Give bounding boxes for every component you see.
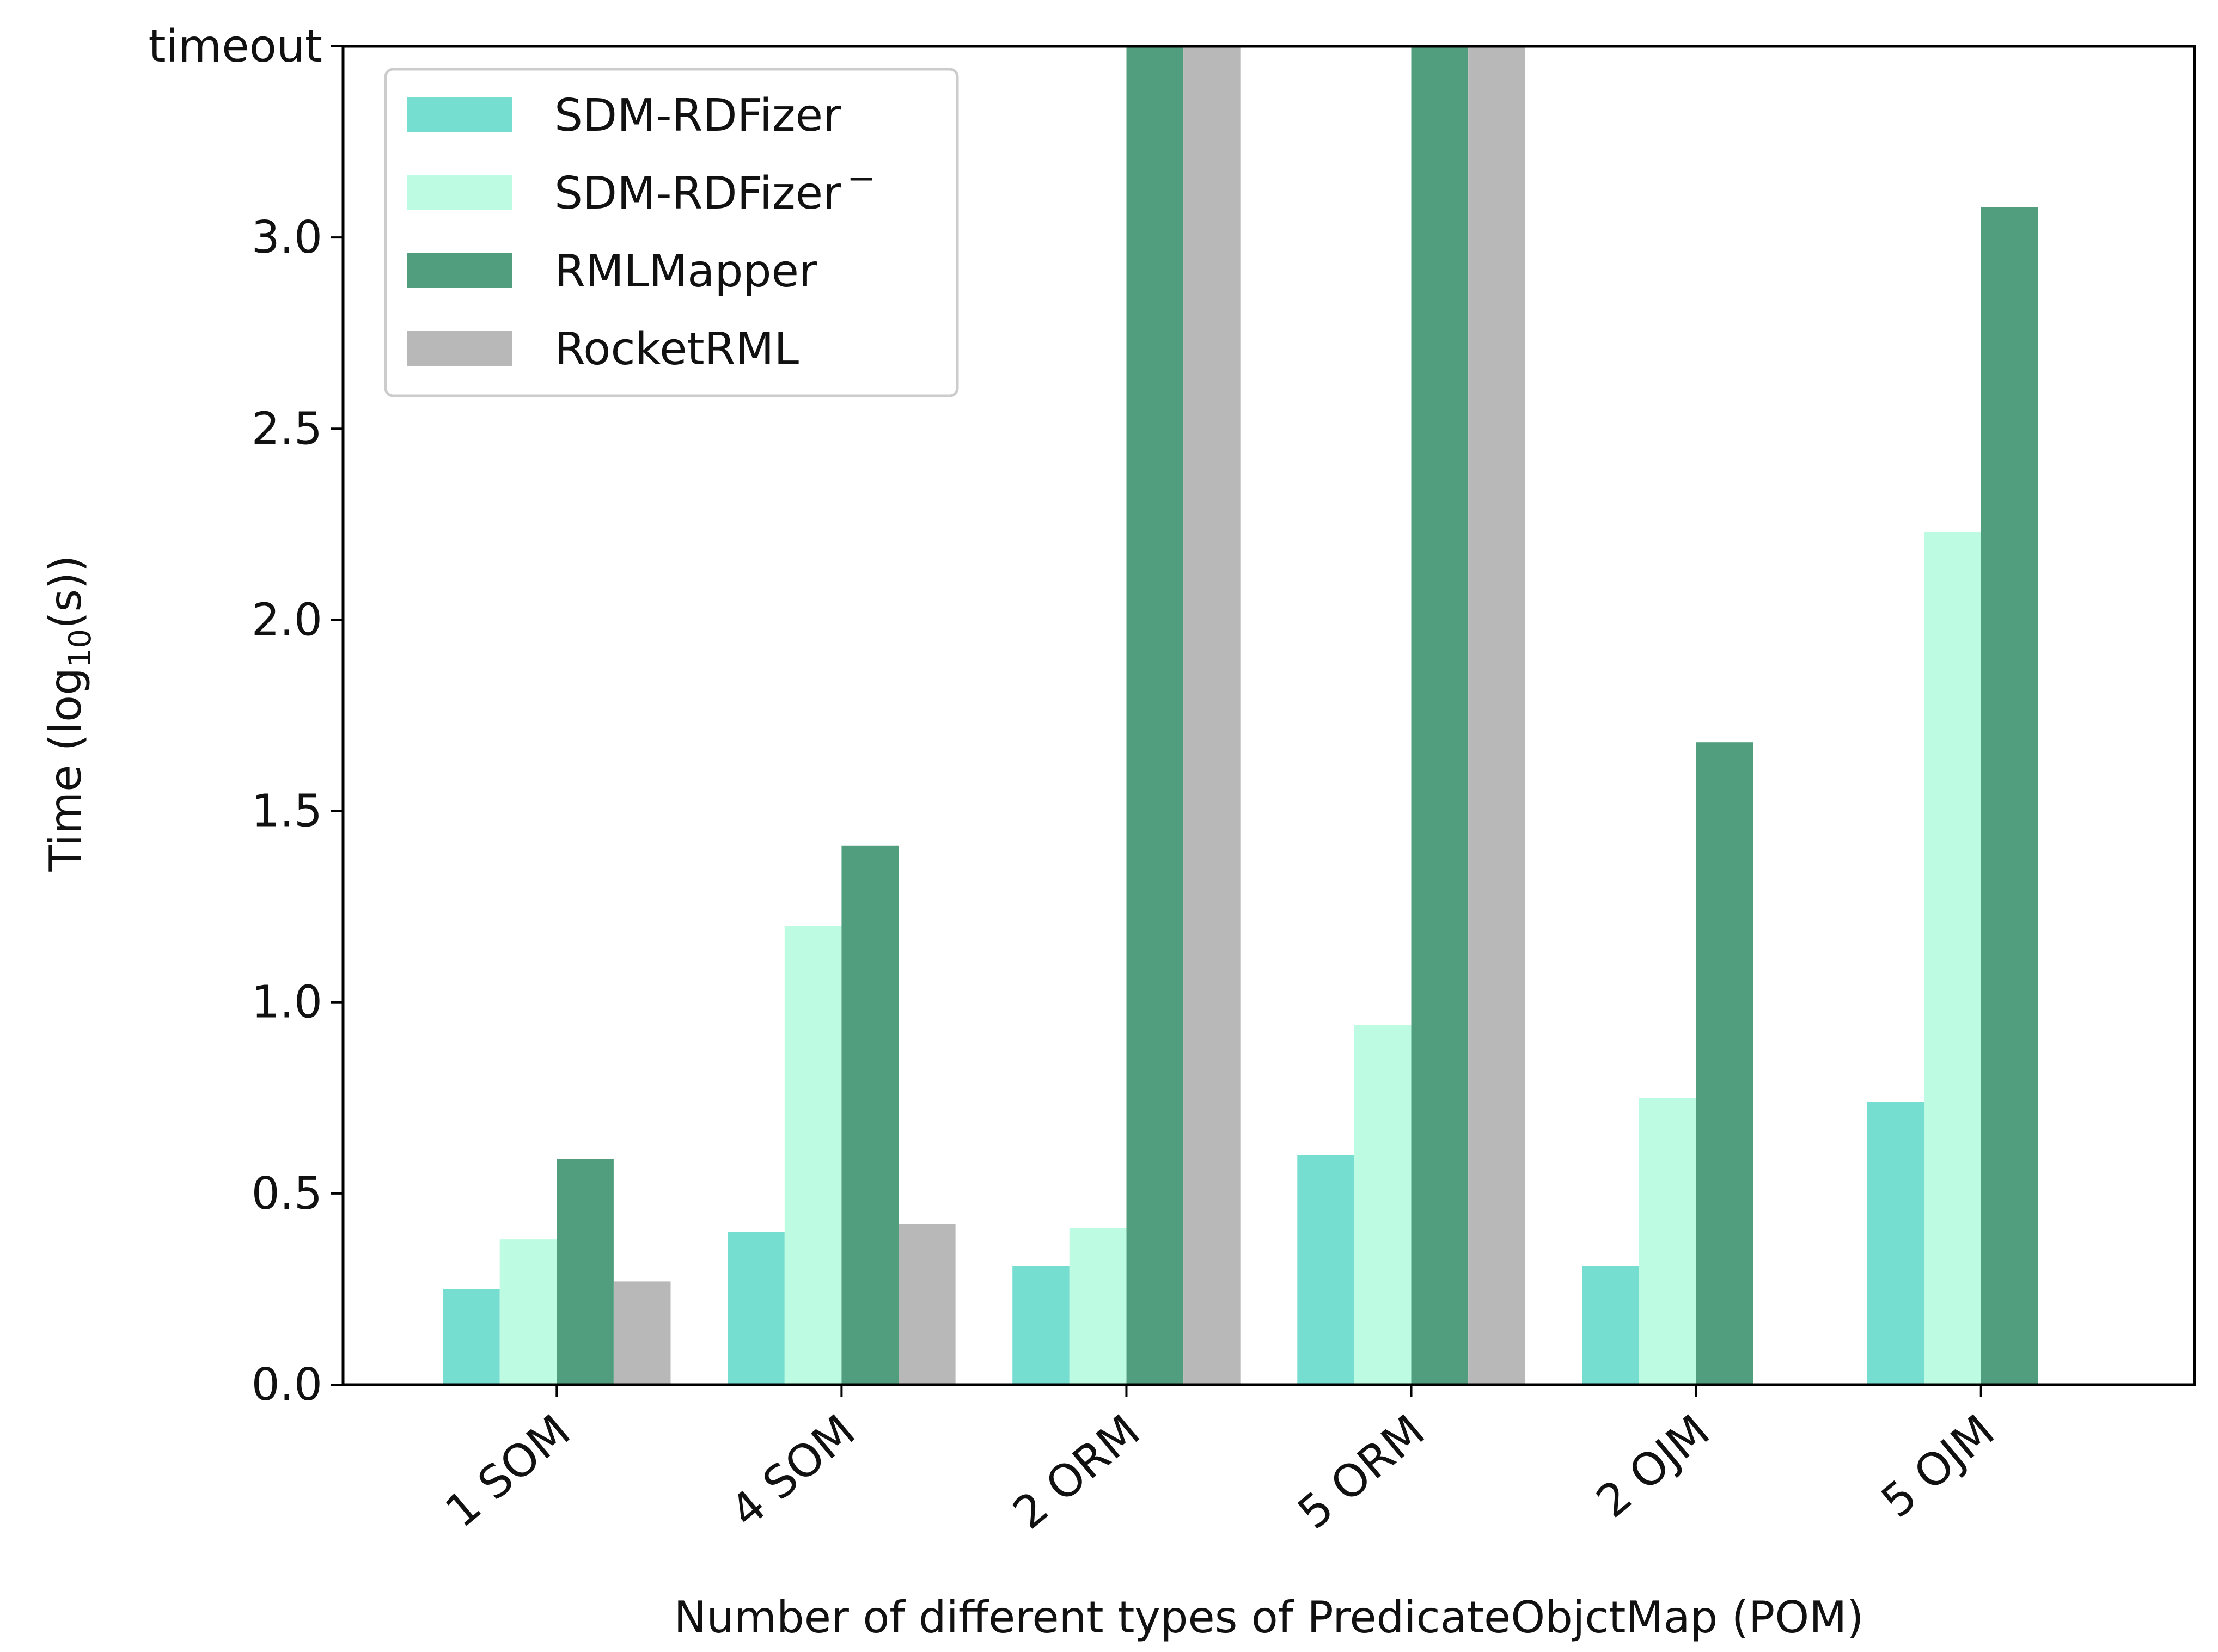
bar-sdm-rdfizer-minus-4-som xyxy=(784,926,842,1385)
x-tick-label: 2 OJM xyxy=(1587,1405,1719,1528)
x-tick-label: 2 ORM xyxy=(1004,1405,1150,1540)
y-axis-label-end: (s)) xyxy=(40,555,91,629)
y-tick-label: 2.0 xyxy=(252,594,322,646)
y-tick-label: 0.0 xyxy=(252,1359,322,1411)
bar-rmlmapper-5-orm xyxy=(1411,46,1469,1385)
bar-sdm-rdfizer-5-ojm xyxy=(1867,1102,1924,1385)
legend-swatch-rocketrml xyxy=(407,331,512,366)
bar-sdm-rdfizer-1-som xyxy=(443,1289,500,1385)
bar-sdm-rdfizer-minus-5-orm xyxy=(1354,1025,1412,1385)
plot-frame xyxy=(341,45,2196,1386)
bar-sdm-rdfizer-minus-1-som xyxy=(499,1239,557,1385)
bar-sdm-rdfizer-5-orm xyxy=(1297,1155,1354,1385)
y-tick-label: timeout xyxy=(148,21,322,72)
legend: SDM-RDFizer SDM-RDFizer − RMLMapper RocketRM… xyxy=(384,68,959,397)
bar-sdm-rdfizer-2-orm xyxy=(1012,1266,1070,1385)
bar-rocketrml-2-orm xyxy=(1183,46,1241,1385)
y-axis-label-main: Time (log xyxy=(40,668,91,872)
bar-rmlmapper-1-som xyxy=(557,1159,614,1385)
legend-label-rmlmapper: RMLMapper xyxy=(554,246,817,297)
legend-swatch-sdm-rdfizer xyxy=(407,97,512,132)
y-axis: 0.0 0.5 1.0 1.5 2.0 2.5 3.0 timeout xyxy=(148,21,343,1411)
bar-rocketrml-5-orm xyxy=(1468,46,1525,1385)
x-axis-label: Number of different types of PredicateOb… xyxy=(674,1592,1864,1643)
bar-rocketrml-1-som xyxy=(613,1281,671,1385)
y-tick-label: 1.5 xyxy=(252,786,322,837)
legend-label-sdm-rdfizer-minus: SDM-RDFizer − xyxy=(554,158,876,219)
bar-rmlmapper-5-ojm xyxy=(1981,207,2038,1385)
bar-rmlmapper-4-som xyxy=(841,845,899,1385)
y-tick-label: 0.5 xyxy=(252,1168,322,1220)
bar-sdm-rdfizer-4-som xyxy=(728,1232,785,1385)
y-tick-label: 3.0 xyxy=(252,212,322,264)
y-axis-label-subscript: 10 xyxy=(63,629,98,668)
bars-layer xyxy=(443,46,2038,1385)
legend-label-sdm-rdfizer: SDM-RDFizer xyxy=(554,90,841,142)
y-tick-label: 2.5 xyxy=(252,403,322,455)
bar-sdm-rdfizer-minus-2-orm xyxy=(1069,1228,1127,1385)
bar-sdm-rdfizer-2-ojm xyxy=(1582,1266,1639,1385)
legend-label-superscript: − xyxy=(847,158,876,199)
bar-rmlmapper-2-orm xyxy=(1126,46,1184,1385)
x-tick-label: 1 SOM xyxy=(436,1405,581,1538)
legend-frame xyxy=(384,68,959,397)
bar-rmlmapper-2-ojm xyxy=(1696,742,1753,1385)
y-tick-label: 1.0 xyxy=(252,977,322,1029)
x-axis: 1 SOM 4 SOM 2 ORM 5 ORM 2 OJM 5 OJM xyxy=(436,1385,2005,1539)
bar-sdm-rdfizer-minus-2-ojm xyxy=(1639,1098,1696,1385)
bar-sdm-rdfizer-minus-5-ojm xyxy=(1924,531,1981,1385)
y-axis-label: Time (log10(s)) xyxy=(40,555,98,872)
legend-label-rocketrml: RocketRML xyxy=(554,323,799,375)
x-tick-label: 5 ORM xyxy=(1288,1405,1434,1540)
legend-swatch-sdm-rdfizer-minus xyxy=(407,175,512,210)
bar-rocketrml-4-som xyxy=(899,1224,956,1385)
x-tick-label: 5 OJM xyxy=(1872,1405,2004,1528)
x-tick-label: 4 SOM xyxy=(721,1405,865,1538)
legend-swatch-rmlmapper xyxy=(407,253,512,288)
